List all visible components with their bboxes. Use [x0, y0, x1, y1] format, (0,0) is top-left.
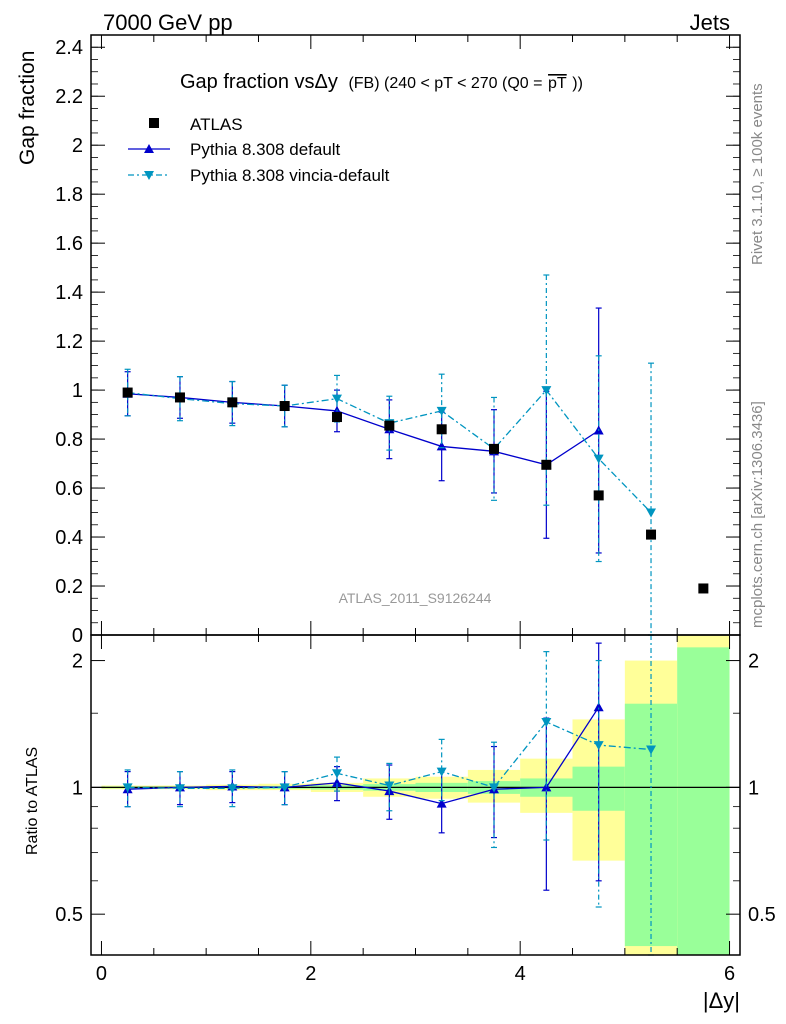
main-point-atlas — [174, 392, 185, 403]
mcplots-label: mcplots.cern.ch [arXiv:1306.3436] — [749, 401, 766, 628]
main-ytick-label: 2 — [72, 135, 83, 157]
ratio-line-vincia — [127, 721, 652, 789]
main-ytick-label: 0.6 — [55, 478, 83, 500]
title-main: Gap fraction vsΔy — [180, 71, 338, 93]
rivet-label: Rivet 3.1.10, ≥ 100k events — [749, 83, 766, 265]
main-point-atlas — [698, 583, 709, 594]
main-line-default — [127, 393, 600, 466]
ratio-xtick-label: 0 — [96, 963, 107, 985]
legend-atlas-label: ATLAS — [190, 115, 243, 134]
main-series — [122, 274, 709, 636]
main-point-vincia — [331, 394, 342, 404]
main-ytick-label: 2.2 — [55, 86, 83, 108]
main-point-atlas — [593, 490, 604, 501]
ratio-point-vincia — [384, 781, 395, 791]
title-overline: pT — [548, 75, 567, 92]
main-ytick-label: 1.6 — [55, 233, 83, 255]
ratio-ylabel: Ratio to ATLAS — [24, 747, 41, 855]
legend-vincia-label: Pythia 8.308 vincia-default — [190, 166, 390, 185]
title-end: )) — [572, 75, 583, 92]
ratio-point-vincia — [436, 767, 447, 777]
title-small: (FB) (240 < pT < 270 (Q0 = — [348, 75, 542, 92]
main-point-atlas — [122, 387, 133, 398]
watermark: ATLAS_2011_S9126244 — [339, 590, 492, 606]
main-ytick-label: 0.4 — [55, 527, 83, 549]
legend-default-label: Pythia 8.308 default — [190, 140, 341, 159]
legend-atlas-marker — [149, 118, 159, 128]
ratio-ytick-label: 2 — [72, 651, 83, 673]
ratio-point-vincia — [174, 784, 185, 794]
ratio-point-vincia — [593, 741, 604, 751]
band-stat — [677, 647, 730, 955]
ratio-point-vincia — [122, 783, 133, 793]
header-left: 7000 GeV pp — [103, 10, 233, 35]
ratio-frame — [90, 634, 741, 956]
main-point-atlas — [279, 401, 290, 412]
ratio-line-default — [127, 706, 600, 805]
main-ytick-label: 0.8 — [55, 429, 83, 451]
legend: ATLAS Pythia 8.308 default Pythia 8.308 … — [128, 115, 390, 185]
main-point-atlas — [331, 412, 342, 423]
ratio-point-vincia — [489, 783, 500, 793]
main-ytick-label: 1.2 — [55, 331, 83, 353]
band-stat — [624, 703, 678, 947]
ratio-point-vincia — [331, 769, 342, 779]
main-point-vincia — [436, 406, 447, 416]
main-point-vincia — [541, 386, 552, 396]
main-ytick-label: 0.2 — [55, 576, 83, 598]
main-axes: 0 0.2 0.4 0.6 0.8 1 1.2 1.4 1.6 1.8 2 2.2 2.4 — [55, 34, 740, 647]
ratio-ytick-label: 0.5 — [55, 904, 83, 926]
main-ytick-label: 1 — [72, 380, 83, 402]
ratio-point-vincia — [541, 717, 552, 727]
main-ylabel: Gap fraction — [16, 51, 39, 165]
ratio-xtick-label: 6 — [724, 963, 735, 985]
legend-vincia-marker — [144, 171, 154, 180]
main-point-atlas — [227, 397, 238, 408]
ratio-series — [122, 634, 657, 956]
ratio-point-default — [331, 777, 342, 787]
main-point-atlas — [541, 459, 552, 470]
main-ytick-label: 1.8 — [55, 184, 83, 206]
ratio-point-default — [541, 782, 552, 792]
xlabel: |Δy| — [703, 988, 740, 1013]
main-ytick-label: 1.4 — [55, 282, 83, 304]
main-point-atlas — [436, 424, 447, 435]
ratio-uncertainty-bands — [101, 635, 730, 955]
main-frame — [90, 34, 741, 636]
ratio-point-vincia — [646, 745, 657, 755]
main-point-atlas — [489, 443, 500, 454]
chart-title: Gap fraction vsΔy (FB) (240 < pT < 270 (… — [180, 71, 583, 93]
ratio-point-default — [593, 702, 604, 712]
main-ytick-label: 2.4 — [55, 37, 83, 59]
ratio-point-vincia — [279, 783, 290, 793]
main-point-vincia — [593, 454, 604, 464]
main-point-vincia — [646, 508, 657, 518]
main-point-atlas — [646, 529, 657, 540]
ratio-ytick-label-right: 1 — [748, 777, 759, 799]
header-right: Jets — [690, 10, 730, 35]
ratio-ytick-label-right: 2 — [748, 651, 759, 673]
ratio-point-vincia — [227, 784, 238, 794]
legend-default-marker — [144, 144, 154, 153]
ratio-ytick-label: 1 — [72, 777, 83, 799]
ratio-xtick-label: 2 — [305, 963, 316, 985]
ratio-ytick-label-right: 0.5 — [748, 904, 776, 926]
main-point-atlas — [384, 420, 395, 431]
ratio-point-default — [436, 798, 447, 808]
ratio-xtick-label: 4 — [515, 963, 526, 985]
main-ytick-label: 0 — [72, 625, 83, 647]
